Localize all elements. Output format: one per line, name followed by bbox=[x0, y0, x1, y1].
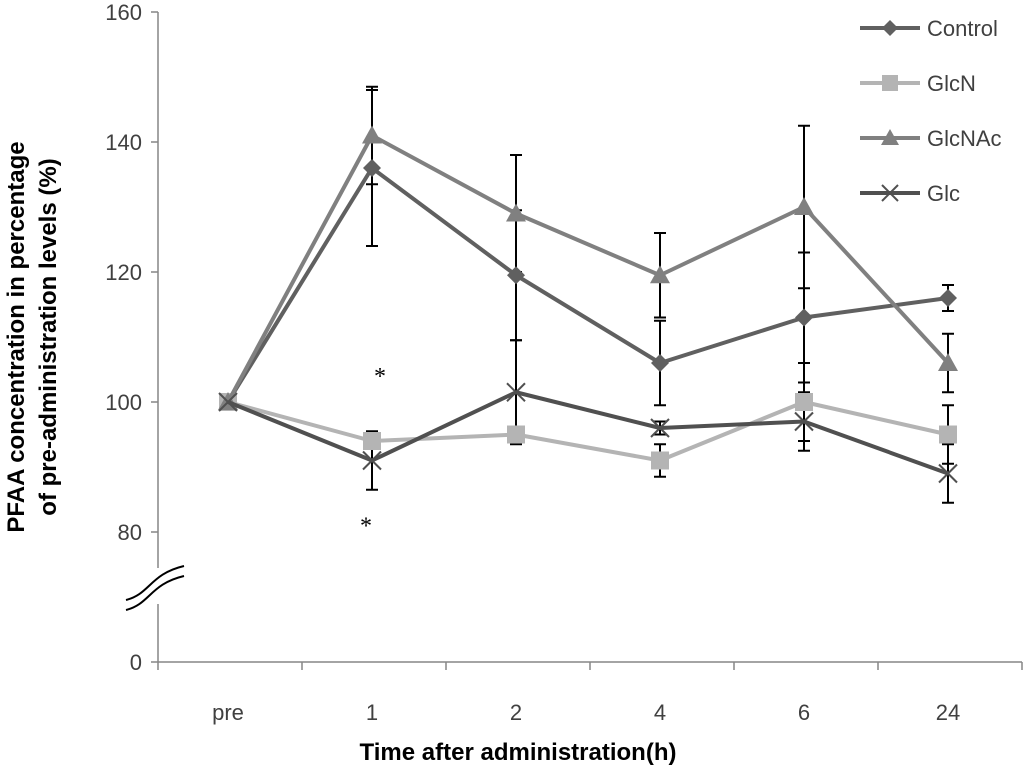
legend-label: Control bbox=[927, 16, 998, 41]
x-tick-label: 6 bbox=[798, 700, 810, 725]
legend-item-glcn: GlcN bbox=[860, 71, 976, 96]
data-point-glcn bbox=[363, 432, 381, 450]
legend-item-control: Control bbox=[860, 16, 998, 41]
data-point-glcnac bbox=[506, 203, 526, 222]
y-tick-label: 120 bbox=[105, 260, 142, 285]
data-point-glcnac bbox=[794, 197, 814, 215]
data-point-control bbox=[939, 289, 957, 307]
legend-label: Glc bbox=[927, 181, 960, 206]
series-line-glcn bbox=[227, 400, 949, 463]
data-point-glcn bbox=[507, 425, 525, 444]
data-point-glc bbox=[938, 463, 958, 484]
data-point-control bbox=[507, 266, 525, 285]
data-point-glcn bbox=[939, 425, 957, 444]
y-tick-label: 80 bbox=[118, 520, 142, 545]
data-point-glcn bbox=[651, 451, 669, 470]
y-tick-label: 100 bbox=[105, 390, 142, 415]
axes bbox=[120, 12, 1022, 663]
y-axis-title-line1: PFAA concentration in percentage bbox=[3, 141, 30, 532]
legend-marker bbox=[881, 184, 899, 202]
data-point-glcn bbox=[795, 393, 813, 411]
y-tick-label: 0 bbox=[130, 650, 142, 675]
data-point-glc bbox=[506, 382, 526, 402]
axis-break-symbol bbox=[120, 565, 190, 611]
data-point-glcnac bbox=[650, 265, 670, 284]
legend-marker bbox=[881, 129, 899, 145]
x-axis-title: Time after administration(h) bbox=[360, 739, 677, 766]
x-tick-label: 4 bbox=[654, 700, 666, 725]
legend-marker bbox=[882, 20, 898, 36]
legend-marker bbox=[882, 75, 898, 91]
x-tick-label: 24 bbox=[936, 700, 960, 725]
data-point-glcnac bbox=[362, 125, 382, 144]
data-point-glc bbox=[362, 450, 382, 471]
y-axis-title-line2: of pre-administration levels (%) bbox=[35, 158, 62, 515]
series-line-glc bbox=[227, 390, 949, 476]
significance-asterisk: * bbox=[374, 364, 386, 390]
data-point-control bbox=[795, 308, 813, 327]
data-point-control bbox=[651, 354, 669, 372]
data-point-control bbox=[363, 159, 381, 177]
x-tick-label: 2 bbox=[510, 700, 522, 725]
y-tick-label: 160 bbox=[105, 0, 142, 25]
legend-label: GlcN bbox=[927, 71, 976, 96]
x-tick-label: 1 bbox=[366, 700, 378, 725]
significance-asterisk: * bbox=[360, 514, 372, 540]
y-tick-label: 140 bbox=[105, 130, 142, 155]
series-line-control bbox=[226, 166, 949, 404]
data-point-glcnac bbox=[938, 353, 958, 371]
legend-item-glc: Glc bbox=[860, 181, 960, 206]
data-point-glc bbox=[650, 418, 670, 438]
data-point-glc bbox=[794, 411, 814, 432]
x-tick-label: pre bbox=[212, 700, 244, 725]
legend-label: GlcNAc bbox=[927, 126, 1002, 151]
data-point-glc bbox=[218, 392, 238, 412]
legend-item-glcnac: GlcNAc bbox=[860, 126, 1002, 151]
series-line-glcnac bbox=[226, 133, 950, 403]
legend: Control GlcN GlcNAc Glc bbox=[860, 16, 1002, 206]
